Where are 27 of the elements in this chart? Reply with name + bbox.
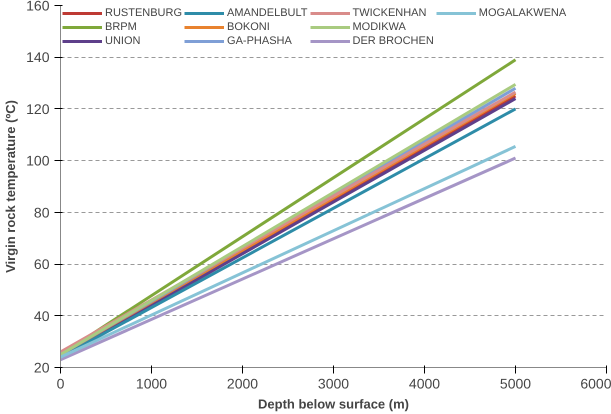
x-tick-label: 1000	[136, 376, 168, 392]
y-tick-label: 120	[26, 100, 50, 117]
x-tick-label: 0	[56, 376, 65, 392]
legend-label: RUSTENBURG	[105, 7, 182, 19]
y-tick-label: 140	[26, 49, 50, 66]
legend-label: DER BROCHEN	[352, 35, 434, 47]
legend-label: AMANDELBULT	[227, 7, 308, 19]
legend-label: MOGALAKWENA	[478, 7, 566, 19]
y-tick-label: 160	[26, 0, 50, 14]
y-tick-label: 60	[34, 256, 50, 272]
legend-label: MODIKWA	[352, 21, 406, 33]
x-tick-label: 2000	[226, 376, 258, 392]
legend-label: BRPM	[105, 21, 137, 33]
x-tick-label: 3000	[318, 376, 350, 392]
legend-label: GA-PHASHA	[227, 35, 292, 47]
y-tick-label: 40	[34, 308, 50, 324]
legend-label: UNION	[105, 35, 140, 47]
y-tick-label: 20	[34, 360, 50, 376]
legend-label: TWICKENHAN	[352, 7, 426, 19]
y-axis-title: Virgin rock temperature (ºC)	[3, 100, 18, 273]
legend-label: BOKONI	[227, 21, 270, 33]
x-tick-label: 5000	[500, 376, 532, 392]
y-tick-label: 100	[26, 152, 50, 169]
x-tick-label: 6000	[580, 376, 611, 392]
y-tick-label: 80	[34, 204, 50, 220]
x-axis-title: Depth below surface (m)	[258, 396, 409, 412]
x-tick-label: 4000	[408, 376, 440, 392]
